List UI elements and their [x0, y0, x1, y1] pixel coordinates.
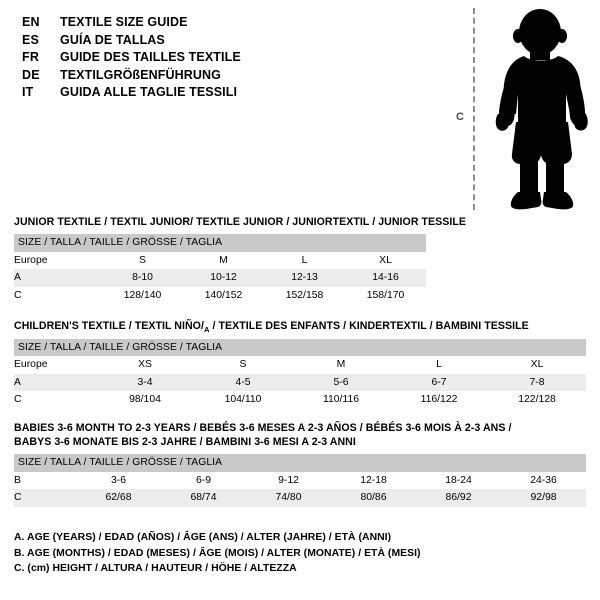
language-title: GUÍA DE TALLAS [60, 32, 165, 47]
table-cell: 10-12 [183, 269, 264, 287]
legend-row-a: A. AGE (YEARS) / EDAD (AÑOS) / ÂGE (ANS)… [14, 532, 392, 543]
table-row: A 3-4 4-5 5-6 6-7 7-8 [14, 373, 587, 392]
table-cell: 12-18 [331, 471, 416, 489]
heading-part-2: / TEXTILE DES ENFANTS / KINDERTEXTIL / B… [209, 320, 529, 332]
table-cell: 122/128 [488, 391, 587, 409]
language-title: TEXTILE SIZE GUIDE [60, 15, 188, 29]
table-cell: 3-6 [76, 471, 161, 489]
table-row: C 98/104 104/110 110/116 116/122 122/128 [14, 391, 587, 409]
table-cell: L [264, 251, 345, 269]
language-title: GUIDA ALLE TAGLIE TESSILI [60, 85, 238, 99]
table-cell: 62/68 [76, 489, 161, 507]
language-title-block: EN TEXTILE SIZE GUIDE ES GUÍA DE TALLAS … [22, 14, 422, 102]
row-label: Europe [14, 251, 102, 269]
table-cell: XS [96, 356, 194, 374]
legend-block: A. AGE (YEARS) / EDAD (AÑOS) / ÂGE (ANS)… [14, 530, 421, 577]
table-cell: 24-36 [501, 471, 587, 489]
table-cell: 158/170 [345, 286, 427, 304]
table-cell: 86/92 [416, 489, 501, 507]
language-row: DE TEXTILGRÖßENFÜHRUNG [22, 67, 422, 85]
table-cell: 6-9 [161, 471, 246, 489]
table-cell: 74/80 [246, 489, 331, 507]
language-title: TEXTILGRÖßENFÜHRUNG [60, 67, 221, 82]
size-band-label: SIZE / TALLA / TAILLE / GRÖSSE / TAGLIA [14, 234, 427, 252]
heading-subscript-a: A [203, 325, 210, 335]
heading-part-1: CHILDREN'S TEXTILE / TEXTIL NIÑO/ [14, 320, 204, 332]
table-cell: S [102, 251, 183, 269]
section-heading-babies-line1: BABIES 3-6 MONTH TO 2-3 YEARS / BEBÉS 3-… [14, 422, 512, 434]
height-measure-line [473, 8, 475, 210]
table-cell: 12-13 [264, 269, 345, 287]
height-figure: C [440, 4, 600, 214]
table-cell: M [183, 251, 264, 269]
table-cell: 68/74 [161, 489, 246, 507]
table-cell: 152/158 [264, 286, 345, 304]
table-row: B 3-6 6-9 9-12 12-18 18-24 24-36 [14, 471, 587, 489]
section-babies: BABIES 3-6 MONTH TO 2-3 YEARS / BEBÉS 3-… [14, 421, 587, 507]
section-heading-children: CHILDREN'S TEXTILE / TEXTIL NIÑO/A / TEX… [14, 319, 586, 334]
row-label: Europe [14, 356, 96, 374]
table-cell: 18-24 [416, 471, 501, 489]
table-cell: 110/116 [292, 391, 390, 409]
row-label: C [14, 489, 76, 507]
row-label: C [14, 391, 96, 409]
table-row: Europe S M L XL [14, 251, 427, 269]
language-code: EN [22, 15, 40, 29]
table-cell: XL [488, 356, 587, 374]
table-cell: 140/152 [183, 286, 264, 304]
table-band-row: SIZE / TALLA / TAILLE / GRÖSSE / TAGLIA [14, 338, 587, 357]
size-band-label: SIZE / TALLA / TAILLE / GRÖSSE / TAGLIA [14, 338, 587, 357]
table-cell: 14-16 [345, 269, 427, 287]
language-title: GUIDE DES TAILLES TEXTILE [60, 50, 241, 64]
table-row: C 128/140 140/152 152/158 158/170 [14, 286, 427, 304]
section-junior: JUNIOR TEXTILE / TEXTIL JUNIOR/ TEXTILE … [14, 215, 466, 304]
junior-size-table: SIZE / TALLA / TAILLE / GRÖSSE / TAGLIA … [14, 234, 427, 304]
height-measure-label: C [456, 111, 464, 123]
table-cell: 104/110 [194, 391, 292, 409]
legend-row-b: B. AGE (MONTHS) / EDAD (MESES) / ÂGE (MO… [14, 547, 421, 559]
table-cell: M [292, 356, 390, 374]
table-cell: XL [345, 251, 427, 269]
row-label: C [14, 286, 102, 304]
language-code: IT [22, 85, 34, 99]
language-row: ES GUÍA DE TALLAS [22, 32, 422, 50]
language-code: DE [22, 67, 40, 82]
table-cell: 128/140 [102, 286, 183, 304]
table-row: Europe XS S M L XL [14, 356, 587, 374]
language-code: ES [22, 32, 40, 47]
children-size-table: SIZE / TALLA / TAILLE / GRÖSSE / TAGLIA … [14, 338, 587, 409]
table-cell: 98/104 [96, 391, 194, 409]
language-code: FR [22, 50, 40, 64]
table-row: A 8-10 10-12 12-13 14-16 [14, 269, 427, 287]
row-label: A [14, 269, 102, 287]
table-cell: 5-6 [292, 373, 390, 392]
language-row: IT GUIDA ALLE TAGLIE TESSILI [22, 84, 422, 102]
toddler-silhouette-icon [495, 9, 588, 210]
table-cell: S [194, 356, 292, 374]
table-cell: 6-7 [390, 373, 488, 392]
row-label: A [14, 373, 96, 392]
table-cell: 3-4 [96, 373, 194, 392]
section-heading-junior: JUNIOR TEXTILE / TEXTIL JUNIOR/ TEXTILE … [14, 216, 467, 228]
table-cell: 92/98 [501, 489, 587, 507]
table-cell: 4-5 [194, 373, 292, 392]
section-children: CHILDREN'S TEXTILE / TEXTIL NIÑO/A / TEX… [14, 319, 587, 409]
row-label: B [14, 471, 76, 489]
size-band-label: SIZE / TALLA / TAILLE / GRÖSSE / TAGLIA [14, 454, 587, 472]
table-row: C 62/68 68/74 74/80 80/86 86/92 92/98 [14, 489, 587, 507]
babies-size-table: SIZE / TALLA / TAILLE / GRÖSSE / TAGLIA … [14, 454, 587, 507]
table-cell: 9-12 [246, 471, 331, 489]
legend-row-c: C. (cm) HEIGHT / ALTURA / HAUTEUR / HÖHE… [14, 563, 297, 574]
section-heading-babies-line2: BABYS 3-6 MONATE BIS 2-3 JAHRE / BAMBINI… [14, 436, 356, 448]
table-band-row: SIZE / TALLA / TAILLE / GRÖSSE / TAGLIA [14, 234, 427, 252]
table-cell: 8-10 [102, 269, 183, 287]
table-cell: L [390, 356, 488, 374]
table-band-row: SIZE / TALLA / TAILLE / GRÖSSE / TAGLIA [14, 454, 587, 472]
language-row: FR GUIDE DES TAILLES TEXTILE [22, 49, 422, 67]
table-cell: 7-8 [488, 373, 587, 392]
language-row: EN TEXTILE SIZE GUIDE [22, 14, 422, 32]
table-cell: 80/86 [331, 489, 416, 507]
table-cell: 116/122 [390, 391, 488, 409]
